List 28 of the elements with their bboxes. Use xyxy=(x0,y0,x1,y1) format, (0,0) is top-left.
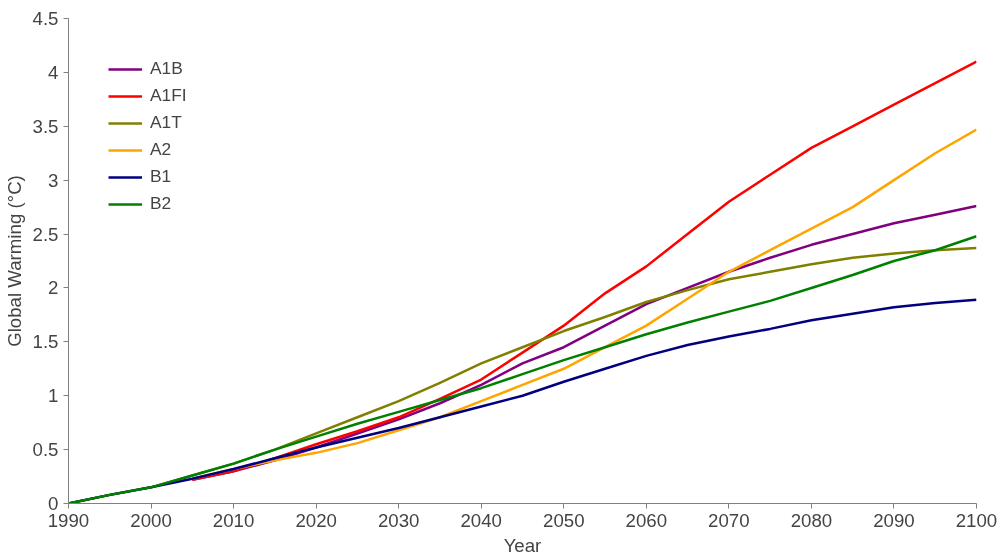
x-tick-label: 2060 xyxy=(625,509,668,531)
y-tick-label: 2 xyxy=(48,277,59,299)
legend-label: B2 xyxy=(150,193,172,214)
y-axis-title: Global Warming (°C) xyxy=(3,175,25,347)
legend-label: A2 xyxy=(150,139,172,160)
x-tick-label: 2070 xyxy=(708,509,750,531)
y-tick-label: 2.5 xyxy=(32,223,59,245)
x-tick-label: 2090 xyxy=(873,509,915,531)
x-tick-label: 2030 xyxy=(377,509,420,531)
y-tick-label: 1.5 xyxy=(32,331,59,353)
legend-label: A1B xyxy=(150,58,183,79)
legend-label: A1T xyxy=(150,112,182,133)
x-axis-title: Year xyxy=(503,534,542,556)
y-tick-label: 0.5 xyxy=(32,439,59,461)
y-tick-label: 4 xyxy=(48,61,59,83)
y-tick-label: 1 xyxy=(48,385,59,407)
x-tick-label: 2050 xyxy=(543,509,585,531)
legend-label: A1FI xyxy=(150,85,187,106)
x-tick-label: 2100 xyxy=(955,509,998,531)
x-tick-label: 2080 xyxy=(790,509,833,531)
x-tick-label: 2000 xyxy=(130,509,172,531)
x-tick-label: 2010 xyxy=(212,509,255,531)
legend-label: B1 xyxy=(150,166,172,187)
x-tick-label: 2040 xyxy=(460,509,502,531)
y-tick-label: 3.5 xyxy=(32,115,59,137)
y-tick-label: 3 xyxy=(48,169,59,191)
x-tick-label: 2020 xyxy=(295,509,337,531)
y-tick-label: 4.5 xyxy=(32,8,59,29)
